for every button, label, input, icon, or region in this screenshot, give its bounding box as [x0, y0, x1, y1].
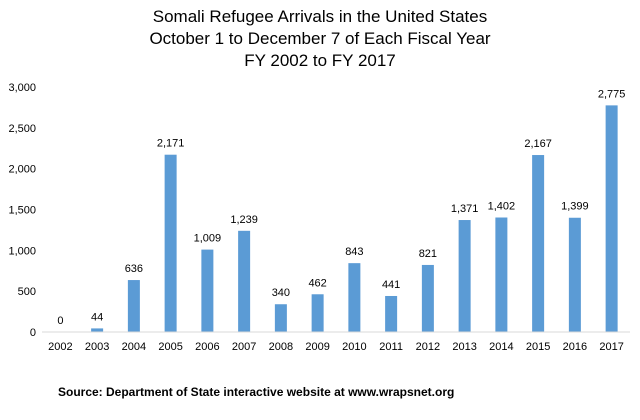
x-tick-label: 2011: [379, 341, 403, 353]
bar: [458, 220, 471, 332]
chart-title-line-1: Somali Refugee Arrivals in the United St…: [152, 7, 488, 26]
data-label: 1,009: [194, 233, 222, 245]
bar: [238, 230, 251, 332]
bar: [91, 328, 104, 332]
bar: [164, 154, 177, 332]
bar: [348, 263, 361, 332]
x-tick-label: 2010: [342, 341, 366, 353]
x-tick-label: 2014: [489, 341, 513, 353]
bar: [568, 217, 581, 332]
x-tick-label: 2004: [122, 341, 146, 353]
data-label: 441: [382, 279, 400, 291]
y-tick-label: 2,000: [8, 164, 36, 176]
x-tick-label: 2005: [158, 341, 182, 353]
x-tick-label: 2002: [48, 341, 72, 353]
bar: [605, 105, 618, 332]
y-tick-label: 1,500: [8, 205, 36, 217]
bar: [421, 264, 434, 332]
data-label: 2,775: [598, 88, 626, 100]
data-label: 821: [419, 248, 437, 260]
y-tick-label: 2,500: [8, 123, 36, 135]
data-label: 636: [125, 263, 143, 275]
data-label: 1,399: [561, 201, 589, 213]
x-tick-label: 2007: [232, 341, 256, 353]
x-tick-label: 2017: [599, 341, 623, 353]
data-label: 1,402: [488, 201, 516, 213]
data-label: 1,239: [230, 214, 258, 226]
x-tick-label: 2008: [269, 341, 293, 353]
data-label: 2,167: [524, 138, 552, 150]
y-tick-label: 0: [30, 327, 36, 339]
chart-title-line-3: FY 2002 to FY 2017: [244, 51, 396, 70]
data-label: 1,371: [451, 203, 479, 215]
y-tick-label: 500: [18, 286, 36, 298]
bar: [385, 295, 398, 332]
x-tick-label: 2013: [452, 341, 476, 353]
x-tick-label: 2006: [195, 341, 219, 353]
bar: [201, 249, 214, 332]
data-label: 462: [308, 277, 326, 289]
data-label: 44: [91, 311, 103, 323]
x-tick-label: 2012: [416, 341, 440, 353]
bar: [532, 155, 545, 332]
bar: [274, 304, 287, 332]
y-tick-label: 1,000: [8, 245, 36, 257]
source-note: Source: Department of State interactive …: [58, 385, 455, 399]
data-label: 843: [345, 246, 363, 258]
x-tick-label: 2009: [305, 341, 329, 353]
x-tick-label: 2003: [85, 341, 109, 353]
bar: [127, 280, 140, 332]
bar: [495, 217, 508, 332]
data-label: 0: [57, 315, 63, 327]
y-tick-label: 3,000: [8, 82, 36, 94]
x-tick-label: 2016: [563, 341, 587, 353]
data-label: 2,171: [157, 138, 185, 150]
chart-title: Somali Refugee Arrivals in the United St…: [0, 6, 640, 72]
chart-title-line-2: October 1 to December 7 of Each Fiscal Y…: [149, 29, 491, 48]
bar: [311, 294, 324, 332]
data-label: 340: [272, 287, 290, 299]
x-tick-label: 2015: [526, 341, 550, 353]
